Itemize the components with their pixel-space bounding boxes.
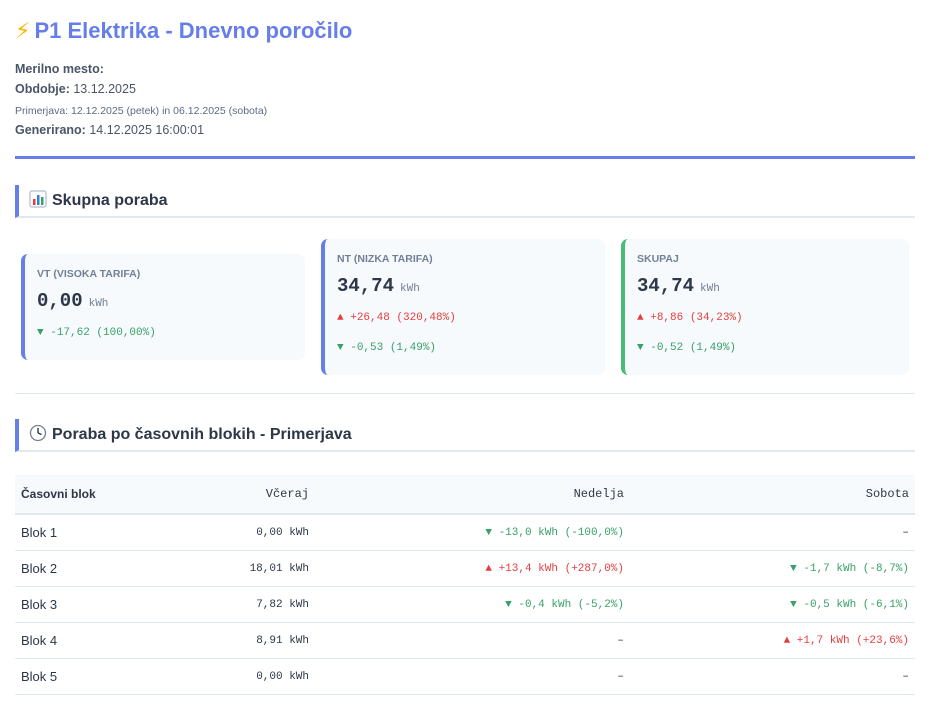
card-label: SKUPAJ (637, 253, 679, 265)
change-indicator: ▼ -0,53 (1,49%) (337, 342, 437, 354)
sunday-change: – (315, 622, 630, 659)
yesterday-value: 8,91 kWh (165, 622, 315, 659)
page-title: ⚡ P1 Elektrika - Dnevno poročilo (15, 18, 353, 43)
clock-icon (29, 424, 47, 442)
table-header-row: Časovni blok Včeraj Nedelja Sobota (15, 475, 915, 515)
table-row: Blok 4 8,91 kWh – ▲ +1,7 kWh (+23,6%) (15, 622, 915, 659)
yesterday-value: 0,00 kWh (165, 514, 315, 551)
block-name: Blok 3 (15, 586, 165, 623)
block-name: Blok 2 (15, 550, 165, 587)
meter-location: Merilno mesto: (15, 62, 104, 76)
saturday-change: ▲ +1,7 kWh (+23,6%) (630, 622, 915, 659)
sunday-change: ▲ +13,4 kWh (+287,0%) (315, 550, 630, 587)
card-label: VT (VISOKA TARIFA) (37, 268, 141, 280)
block-name: Blok 4 (15, 622, 165, 659)
header-divider (15, 156, 915, 159)
yesterday-value: 18,01 kWh (165, 550, 315, 587)
yesterday-value: 7,82 kWh (165, 586, 315, 623)
generated-at: Generirano: 14.12.2025 16:00:01 (15, 123, 205, 137)
period: Obdobje: 13.12.2025 (15, 82, 136, 96)
saturday-change: – (630, 658, 915, 695)
card-nt: NT (NIZKA TARIFA) 34,74 kWh ▲ +26,48 (320… (321, 239, 605, 375)
block-name: Blok 1 (15, 514, 165, 551)
table-row: Blok 2 18,01 kWh ▲ +13,4 kWh (+287,0%) ▼ -1… (15, 550, 915, 587)
change-indicator: ▼ -17,62 (100,00%) (37, 327, 156, 339)
sunday-change: ▼ -13,0 kWh (-100,0%) (315, 514, 630, 551)
column-header-yesterday: Včeraj (165, 475, 315, 515)
sunday-change: ▼ -0,4 kWh (-5,2%) (315, 586, 630, 623)
comparison-note: Primerjava: 12.12.2025 (petek) in 06.12.… (15, 105, 268, 117)
card-value: 0,00 kWh (37, 290, 109, 312)
change-indicator: ▲ +26,48 (320,48%) (337, 312, 456, 324)
bar-chart-icon (29, 190, 47, 208)
block-name: Blok 5 (15, 658, 165, 695)
blocks-table: Časovni blok Včeraj Nedelja Sobota Blok … (15, 475, 915, 695)
saturday-change: – (630, 514, 915, 551)
section-divider (15, 393, 915, 394)
card-label: NT (NIZKA TARIFA) (337, 253, 433, 265)
section-title-blocks: Poraba po časovnih blokih - Primerjava (52, 426, 352, 443)
table-row: Blok 3 7,82 kWh ▼ -0,4 kWh (-5,2%) ▼ -0,5 k… (15, 586, 915, 623)
card-total: SKUPAJ 34,74 kWh ▲ +8,86 (34,23%) ▼ -0,52… (621, 239, 909, 375)
change-indicator: ▲ +8,86 (34,23%) (637, 312, 743, 324)
table-row: Blok 5 0,00 kWh – – (15, 658, 915, 695)
section-title-total: Skupna poraba (52, 192, 168, 209)
saturday-change: ▼ -1,7 kWh (-8,7%) (630, 550, 915, 587)
section-header-total: Skupna poraba (15, 185, 915, 218)
table-row: Blok 1 0,00 kWh ▼ -13,0 kWh (-100,0%) – (15, 514, 915, 551)
change-indicator: ▼ -0,52 (1,49%) (637, 342, 737, 354)
yesterday-value: 0,00 kWh (165, 658, 315, 695)
column-header-saturday: Sobota (630, 475, 915, 515)
saturday-change: ▼ -0,5 kWh (-6,1%) (630, 586, 915, 623)
card-value: 34,74 kWh (637, 275, 720, 297)
column-header-sunday: Nedelja (315, 475, 630, 515)
card-vt: VT (VISOKA TARIFA) 0,00 kWh ▼ -17,62 (100… (21, 254, 305, 360)
lightning-icon: ⚡ (15, 18, 31, 43)
sunday-change: – (315, 658, 630, 695)
section-header-blocks: Poraba po časovnih blokih - Primerjava (15, 419, 915, 452)
card-value: 34,74 kWh (337, 275, 420, 297)
column-header-block: Časovni blok (15, 475, 165, 515)
